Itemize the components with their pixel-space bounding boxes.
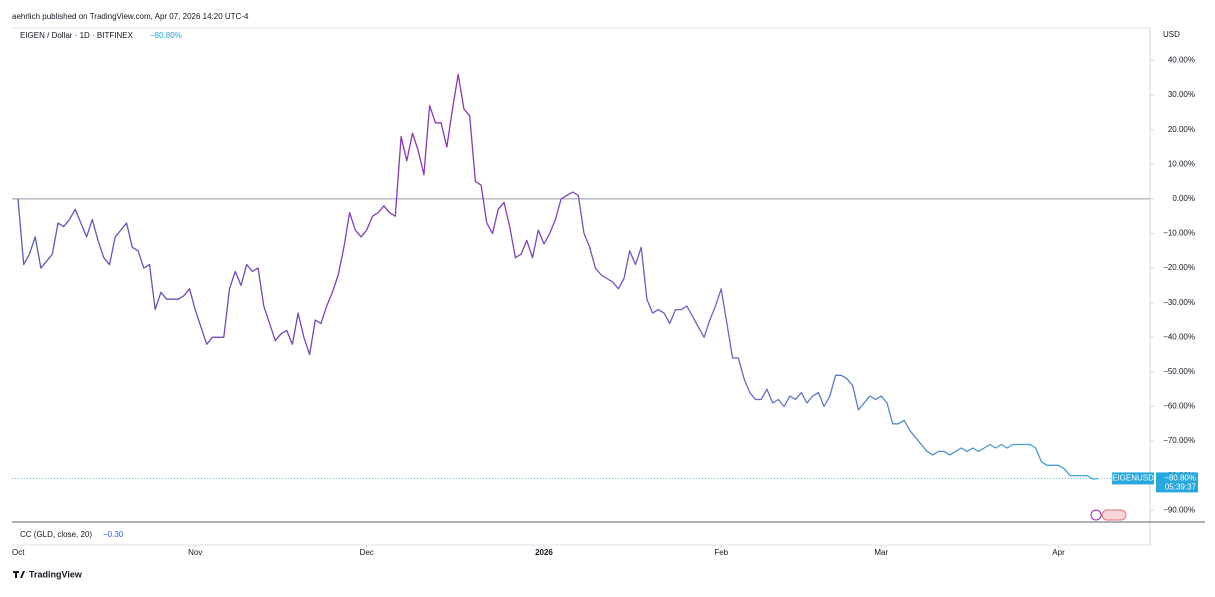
y-tick-label: 40.00% — [1168, 56, 1195, 65]
y-tick-label: 20.00% — [1168, 125, 1195, 134]
legend-value: −80.80% — [150, 31, 182, 40]
chart-title: EIGEN / Dollar · 1D · BITFINEX — [20, 31, 134, 40]
price-line — [17, 73, 1099, 480]
indicator-name: CC (GLD, close, 20) — [20, 530, 92, 539]
x-tick-label: Oct — [12, 548, 25, 557]
y-tick-label: −60.00% — [1163, 402, 1195, 411]
y-tick-label: −10.00% — [1163, 229, 1195, 238]
countdown-text: 05:39:37 — [1165, 483, 1197, 492]
header: aehrlich published on TradingView.com, A… — [12, 12, 249, 21]
x-tick-label: Dec — [360, 548, 374, 557]
y-tick-label: −70.00% — [1163, 436, 1195, 445]
y-tick-label: 0.00% — [1172, 194, 1195, 203]
event-icon — [1090, 509, 1102, 521]
event-icons — [1090, 509, 1127, 521]
y-tick-label: −50.00% — [1163, 367, 1195, 376]
y-tick-label: −90.00% — [1163, 505, 1195, 514]
y-tick-label: −40.00% — [1163, 332, 1195, 341]
logo: TradingView — [13, 569, 83, 579]
symbol-tag — [1112, 472, 1154, 485]
x-tick-label: Nov — [188, 548, 202, 557]
logo-text: TradingView — [29, 569, 83, 579]
x-tick-label: 2026 — [535, 548, 553, 557]
y-tick-label: −30.00% — [1163, 298, 1195, 307]
currency: USD — [1163, 30, 1180, 39]
y-tick-label: 30.00% — [1168, 90, 1195, 99]
logo-icon — [13, 571, 25, 578]
symbol-tag-text: EIGENUSD — [1112, 474, 1154, 483]
price-tag — [1156, 472, 1198, 493]
x-tick-label: Apr — [1052, 548, 1065, 557]
price-tag-text: −80.80% — [1164, 474, 1196, 483]
x-tick-label: Mar — [874, 548, 888, 557]
indicator-value: −0.30 — [103, 530, 124, 539]
event-icon — [1101, 509, 1127, 521]
y-tick-label: −20.00% — [1163, 263, 1195, 272]
y-tick-label: 10.00% — [1168, 159, 1195, 168]
x-tick-label: Feb — [714, 548, 728, 557]
